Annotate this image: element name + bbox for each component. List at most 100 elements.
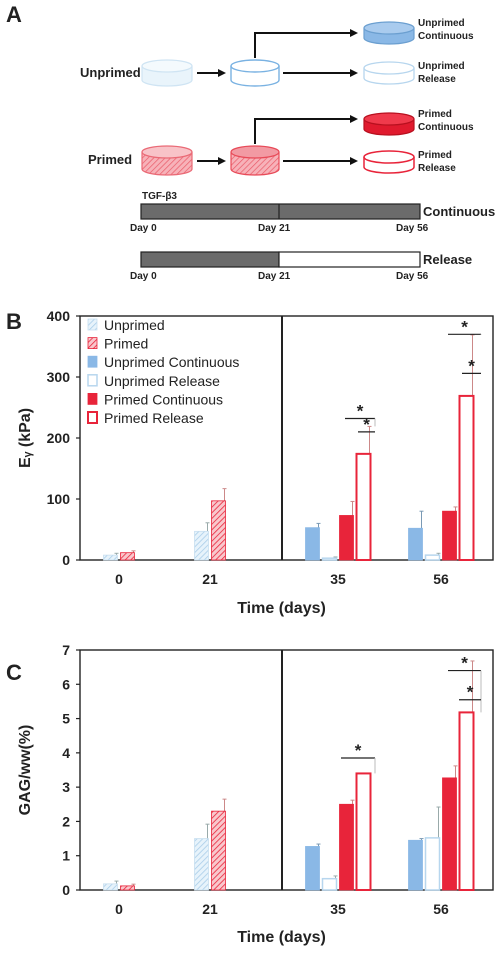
- bar: [442, 510, 457, 561]
- bar: [120, 885, 135, 891]
- bar: [120, 552, 135, 561]
- plot-frame: [79, 649, 494, 891]
- primed-dish-start: [141, 145, 193, 176]
- significance-star: *: [461, 317, 468, 336]
- legend-label: Primed Continuous: [104, 391, 223, 407]
- y-tick-label: 2: [62, 813, 70, 829]
- legend-label: Unprimed Continuous: [104, 354, 239, 370]
- bar: [355, 772, 372, 892]
- bar: [408, 839, 423, 891]
- tgf-label: TGF-β3: [142, 191, 177, 202]
- significance-star: *: [468, 356, 475, 375]
- y-tick-label: 200: [47, 430, 71, 446]
- legend-swatch: [87, 411, 98, 424]
- x-tick-label: 56: [433, 901, 449, 917]
- significance-star: *: [357, 401, 364, 420]
- bar: [211, 810, 226, 891]
- legend-label: Primed Release: [104, 410, 204, 426]
- unprimed-continuous-dish: [363, 21, 415, 45]
- bar: [321, 877, 338, 891]
- primed-continuous-label-2: Continuous: [418, 122, 474, 133]
- bar: [339, 515, 354, 561]
- legend-label: Unprimed: [104, 317, 165, 333]
- bar: [355, 452, 372, 561]
- timeline-release-day0: Day 0: [130, 271, 157, 282]
- x-tick-label: 56: [433, 571, 449, 587]
- primed-continuous-dish: [363, 112, 415, 136]
- bar: [442, 777, 457, 891]
- panel-a: A Unprimed Unprimed Continuous Unprimed …: [6, 2, 495, 282]
- y-tick-label: 6: [62, 676, 70, 692]
- legend-label: Primed: [104, 336, 148, 352]
- legend-swatch: [87, 392, 98, 405]
- primed-continuous-label-1: Primed: [418, 109, 452, 120]
- timeline-continuous-day56: Day 56: [396, 223, 429, 234]
- bar: [424, 554, 441, 561]
- unprimed-arrow-continuous: [254, 29, 358, 58]
- bar: [211, 500, 226, 561]
- primed-release-label-2: Release: [418, 163, 456, 174]
- panel-b-chart: B 0 100 200 300 400 0 21 35 56 Time (days) Eᵧ (kPa)…: [6, 308, 494, 617]
- legend-swatch: [87, 318, 98, 331]
- legend-swatch: [87, 337, 98, 350]
- bar: [194, 838, 209, 891]
- bar: [194, 530, 209, 561]
- timeline-release-label: Release: [423, 252, 472, 267]
- y-tick-label: 100: [47, 491, 71, 507]
- timeline-release: [140, 251, 421, 268]
- y-axis-title: GAG/ww(%): [17, 725, 34, 816]
- panel-letter: B: [6, 309, 22, 334]
- primed-release-label-1: Primed: [418, 150, 452, 161]
- unprimed-dish-mid: [230, 59, 280, 87]
- y-tick-label: 400: [47, 308, 71, 324]
- legend-swatch: [87, 355, 98, 368]
- bar: [458, 394, 475, 561]
- bar: [103, 883, 118, 891]
- y-tick-label: 0: [62, 552, 70, 568]
- timeline-continuous-day0: Day 0: [130, 223, 157, 234]
- significance-star: *: [467, 683, 474, 702]
- y-axis-title: Eᵧ (kPa): [17, 408, 34, 468]
- y-tick-label: 1: [62, 848, 70, 864]
- timeline-release-day21: Day 21: [258, 271, 291, 282]
- y-tick-label: 300: [47, 369, 71, 385]
- y-tick-label: 0: [62, 882, 70, 898]
- timeline-continuous: [140, 203, 421, 220]
- unprimed-release-dish: [363, 61, 415, 85]
- plot-frame: [79, 315, 494, 561]
- primed-arrow-continuous: [254, 115, 358, 144]
- legend-label: Unprimed Release: [104, 373, 220, 389]
- legend-swatch: [87, 374, 98, 387]
- primed-row-label: Primed: [88, 152, 132, 167]
- bar: [408, 527, 423, 561]
- bar: [321, 557, 338, 561]
- timeline-release-day56: Day 56: [396, 271, 429, 282]
- x-tick-label: 35: [330, 901, 346, 917]
- unprimed-row-label: Unprimed: [80, 65, 141, 80]
- x-tick-label: 21: [202, 571, 218, 587]
- timeline-continuous-day21: Day 21: [258, 223, 291, 234]
- x-axis-title: Time (days): [237, 929, 326, 946]
- significance-star: *: [461, 654, 468, 673]
- x-tick-label: 0: [115, 901, 123, 917]
- unprimed-continuous-label-1: Unprimed: [418, 18, 465, 29]
- y-tick-label: 7: [62, 642, 70, 658]
- unprimed-release-label-2: Release: [418, 74, 456, 85]
- panel-letter: C: [6, 660, 22, 685]
- primed-dish-mid: [230, 145, 280, 176]
- unprimed-release-label-1: Unprimed: [418, 61, 465, 72]
- y-tick-label: 4: [62, 745, 70, 761]
- bar: [103, 554, 118, 561]
- bar: [305, 846, 320, 891]
- x-axis-title: Time (days): [237, 600, 326, 617]
- bar: [305, 527, 320, 561]
- y-tick-label: 5: [62, 711, 70, 727]
- primed-release-dish: [363, 150, 415, 174]
- unprimed-dish-start: [141, 59, 193, 87]
- bar: [458, 711, 475, 892]
- x-tick-label: 21: [202, 901, 218, 917]
- panel-a-letter: A: [6, 2, 22, 27]
- significance-star: *: [363, 415, 370, 434]
